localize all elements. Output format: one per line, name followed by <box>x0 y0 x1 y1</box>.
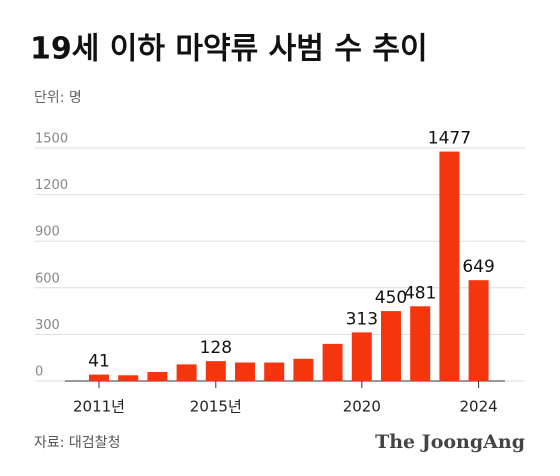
value-label: 649 <box>462 257 494 277</box>
bar <box>147 371 168 381</box>
source: 자료: 대검찰청 <box>34 435 120 451</box>
value-label: 128 <box>200 338 232 358</box>
x-tick-label: 2024 <box>460 398 498 416</box>
bar <box>439 151 460 381</box>
y-tick-label: 900 <box>35 225 60 240</box>
bar <box>293 358 314 381</box>
y-tick-label: 0 <box>35 365 43 380</box>
value-label: 481 <box>404 283 436 303</box>
x-tick-label: 2011년 <box>73 398 125 416</box>
bar <box>176 364 197 381</box>
chart-title: 19세 이하 마약류 사범 수 추이 <box>30 32 428 67</box>
brand: The JoongAng <box>375 431 525 453</box>
bar <box>89 374 109 381</box>
value-label: 450 <box>375 288 407 308</box>
value-label: 1477 <box>428 129 471 149</box>
bar <box>205 361 226 381</box>
y-tick-label: 1500 <box>35 132 68 147</box>
y-tick-label: 600 <box>35 271 60 286</box>
x-tick-label: 2020 <box>343 398 381 416</box>
y-tick-label: 1200 <box>35 178 68 193</box>
bar <box>118 375 139 381</box>
x-tick-label: 2015년 <box>190 398 242 416</box>
bar <box>468 280 489 381</box>
value-label: 313 <box>346 309 378 329</box>
value-label: 41 <box>88 352 110 372</box>
bar <box>351 332 372 381</box>
bar <box>235 362 255 381</box>
chart-subtitle: 단위: 명 <box>34 90 82 106</box>
bar <box>322 343 343 381</box>
y-tick-label: 300 <box>35 318 60 333</box>
bar <box>381 311 401 381</box>
bar <box>410 306 431 381</box>
bar <box>264 362 285 381</box>
